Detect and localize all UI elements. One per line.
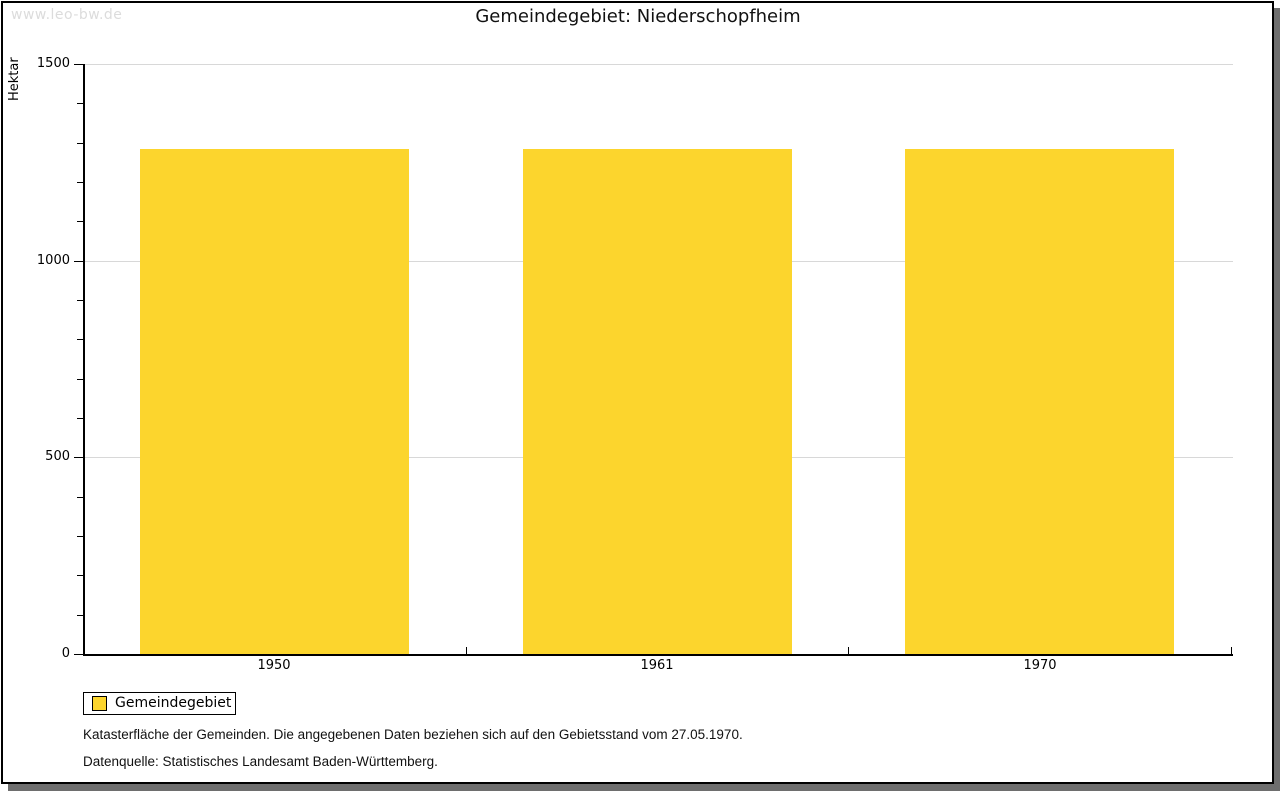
y-minor-tick [77, 182, 83, 183]
y-major-tick [74, 64, 83, 65]
bar-1950 [140, 149, 409, 654]
y-minor-tick [77, 221, 83, 222]
watermark: www.leo-bw.de [11, 7, 123, 23]
chart-title: Gemeindegebiet: Niederschopfheim [475, 6, 801, 27]
y-minor-tick [77, 143, 83, 144]
y-tick-label: 1000 [36, 253, 70, 268]
x-tick [466, 647, 467, 654]
y-minor-tick [77, 300, 83, 301]
y-minor-tick [77, 497, 83, 498]
bar-1961 [523, 149, 792, 654]
footer-source: Datenquelle: Statistisches Landesamt Bad… [83, 754, 438, 769]
legend-label: Gemeindegebiet [115, 695, 232, 711]
y-major-tick [74, 457, 83, 458]
bar-1970 [905, 149, 1174, 654]
y-major-tick [74, 654, 83, 655]
legend: Gemeindegebiet [83, 692, 236, 715]
y-tick-label: 1500 [36, 56, 70, 71]
x-tick [848, 647, 849, 654]
y-tick-label: 500 [45, 449, 70, 464]
y-minor-tick [77, 418, 83, 419]
plot-area: 0 500 1000 1500 1950 1961 1970 [3, 3, 1273, 783]
y-minor-tick [77, 339, 83, 340]
x-tick-label: 1950 [257, 658, 291, 673]
y-axis [83, 64, 85, 656]
x-tick-label: 1970 [1023, 658, 1057, 673]
y-minor-tick [77, 615, 83, 616]
footer-note: Katasterfläche der Gemeinden. Die angege… [83, 727, 743, 742]
gridline [85, 64, 1233, 65]
y-minor-tick [77, 103, 83, 104]
y-minor-tick [77, 575, 83, 576]
x-tick-label: 1961 [640, 658, 674, 673]
y-minor-tick [77, 379, 83, 380]
legend-swatch [92, 696, 107, 711]
x-tick [1231, 647, 1232, 654]
y-tick-label: 0 [61, 646, 70, 661]
x-axis [83, 654, 1233, 656]
y-minor-tick [77, 536, 83, 537]
y-major-tick [74, 261, 83, 262]
